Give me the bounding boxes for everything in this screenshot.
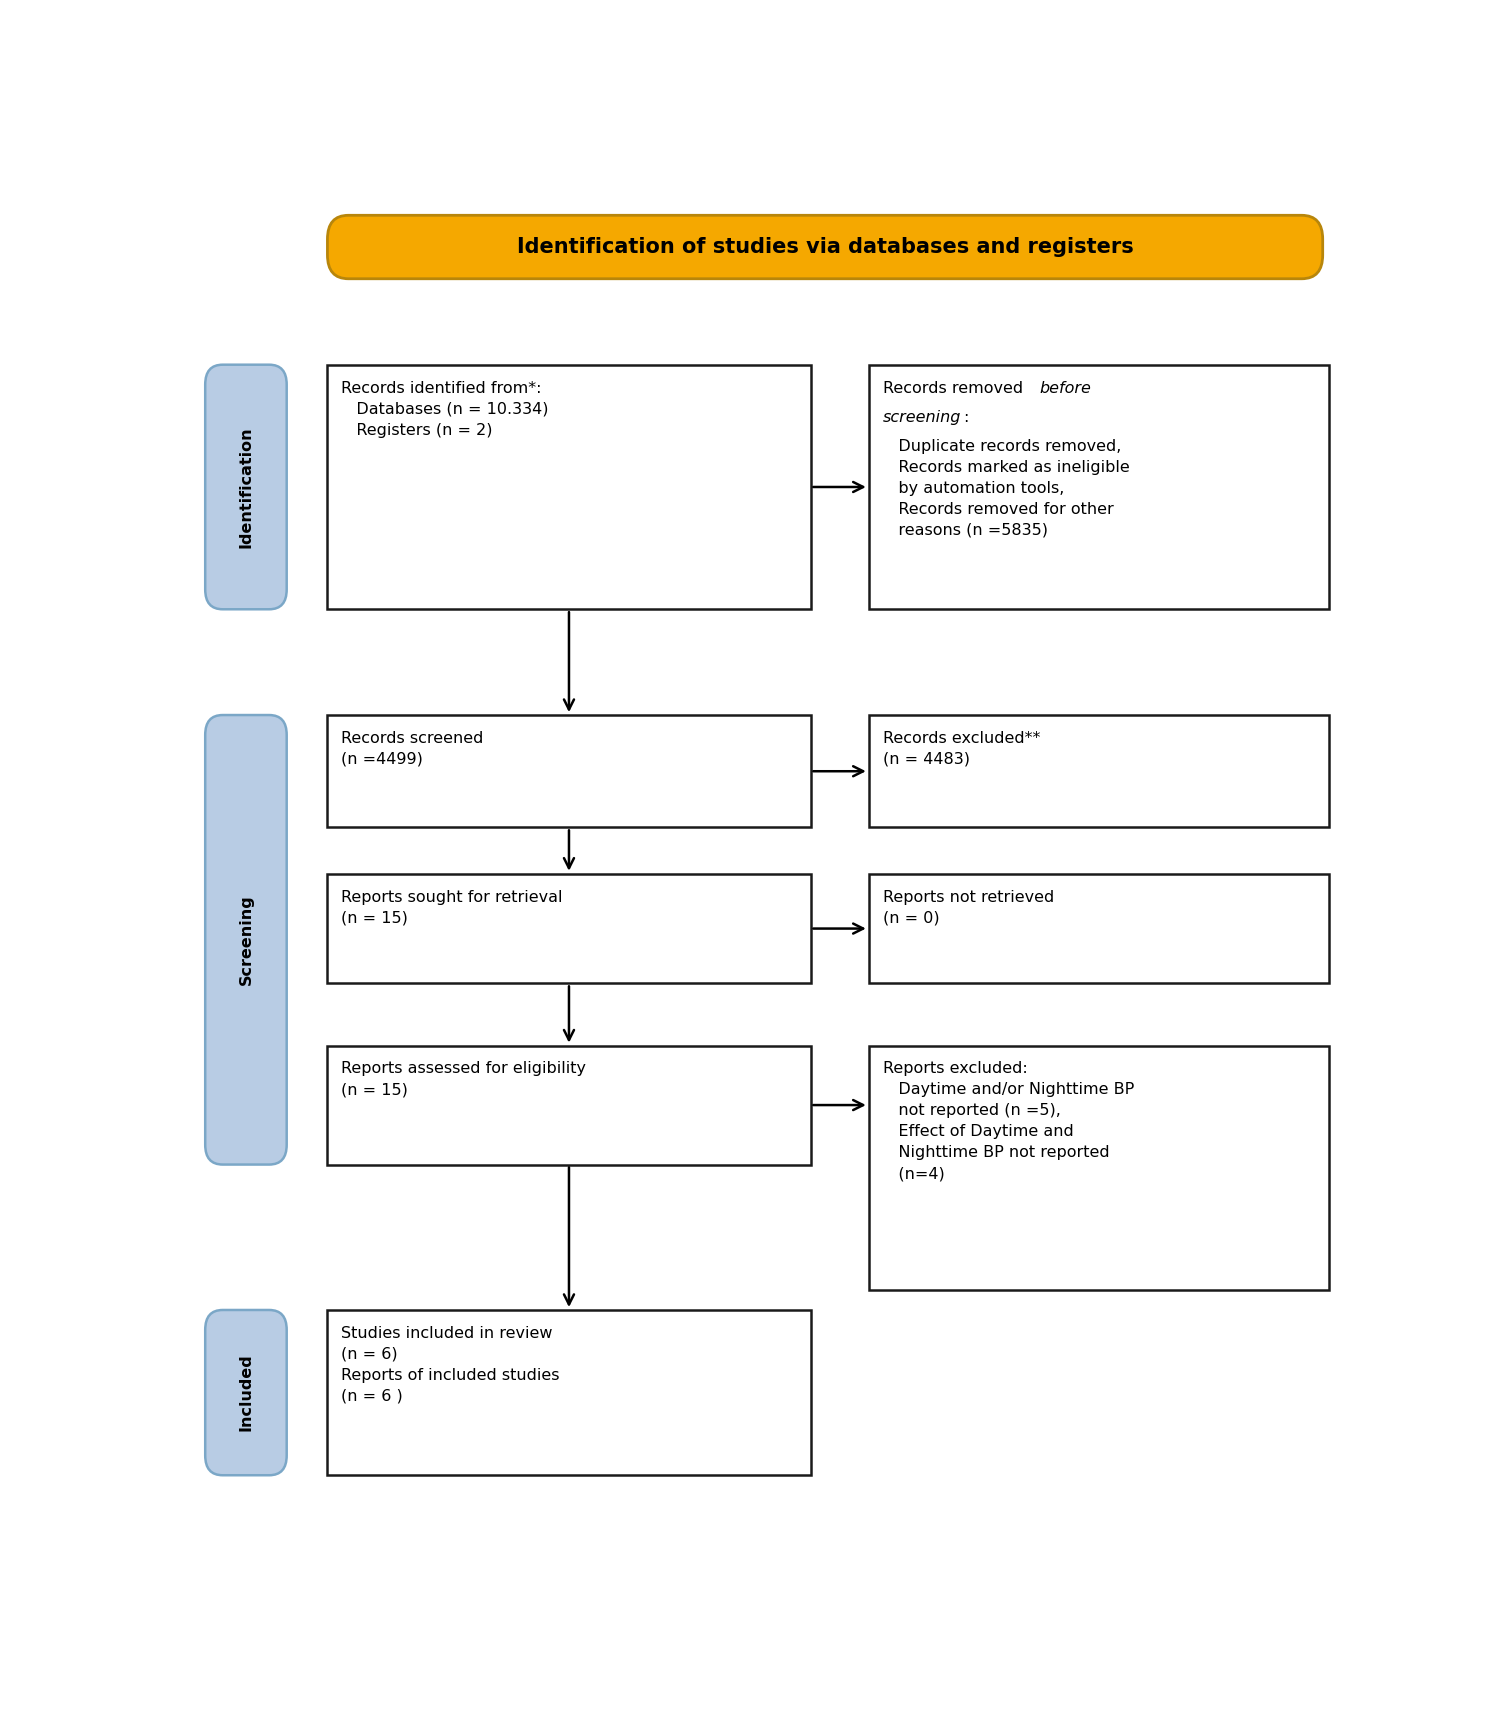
Text: Duplicate records removed,
   Records marked as ineligible
   by automation tool: Duplicate records removed, Records marke… [883,440,1130,537]
Text: Reports sought for retrieval
(n = 15): Reports sought for retrieval (n = 15) [341,889,563,925]
FancyBboxPatch shape [206,1310,287,1475]
Text: Reports not retrieved
(n = 0): Reports not retrieved (n = 0) [883,889,1054,925]
Bar [868,364,1329,610]
FancyBboxPatch shape [327,215,1323,278]
Bar [327,714,811,828]
Bar [327,874,811,984]
Bar [327,364,811,610]
Text: Records screened
(n =4499): Records screened (n =4499) [341,731,484,767]
Bar [868,714,1329,828]
Text: screening: screening [883,410,961,424]
Text: Records identified from*:
   Databases (n = 10.334)
   Registers (n = 2): Records identified from*: Databases (n =… [341,381,548,438]
Text: before: before [1039,381,1092,395]
Bar [327,1046,811,1164]
Text: Records excluded**
(n = 4483): Records excluded** (n = 4483) [883,731,1039,767]
Text: Reports assessed for eligibility
(n = 15): Reports assessed for eligibility (n = 15… [341,1061,586,1097]
FancyBboxPatch shape [206,714,287,1164]
Text: Screening: Screening [239,895,254,986]
FancyBboxPatch shape [206,364,287,610]
Text: Records removed: Records removed [883,381,1027,395]
Text: Identification of studies via databases and registers: Identification of studies via databases … [517,237,1134,258]
Text: :: : [963,410,969,424]
Text: Reports excluded:
   Daytime and/or Nighttime BP
   not reported (n =5),
   Effe: Reports excluded: Daytime and/or Nightti… [883,1061,1134,1181]
Bar [868,874,1329,984]
Text: Included: Included [239,1353,254,1432]
Text: Studies included in review
(n = 6)
Reports of included studies
(n = 6 ): Studies included in review (n = 6) Repor… [341,1326,560,1405]
Bar [868,1046,1329,1289]
Text: Identification: Identification [239,426,254,548]
Bar [327,1310,811,1475]
